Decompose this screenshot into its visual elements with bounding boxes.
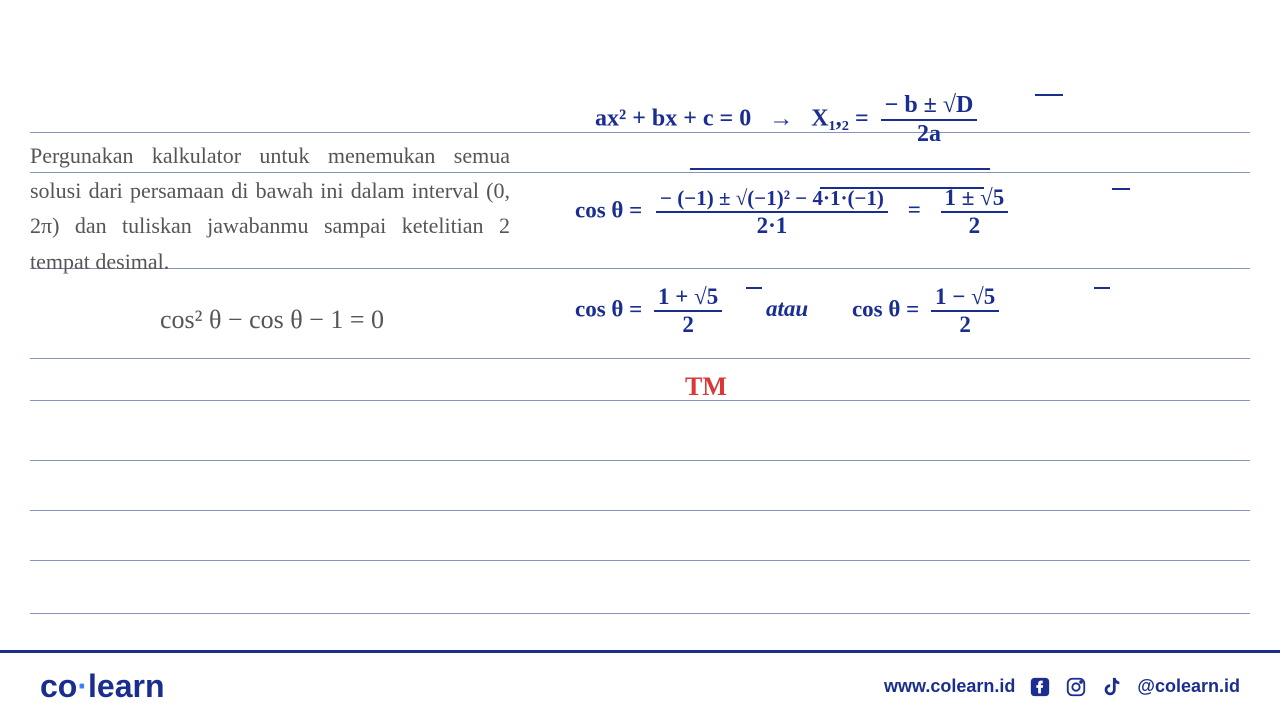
ruled-line xyxy=(30,400,1250,401)
brand-dot-icon: · xyxy=(77,668,88,704)
ruled-line xyxy=(30,560,1250,561)
hw-quadratic: ax² + bx + c = 0 → X₁,₂ = − b ± √D 2a xyxy=(595,92,977,148)
sqrt-overline-4 xyxy=(746,287,762,289)
hw-equals: = xyxy=(908,197,921,222)
hw-sub-num: − (−1) ± √(−1)² − 4·1·(−1) xyxy=(656,186,888,213)
hw-case2-num: 1 − √5 xyxy=(931,284,999,312)
hw-atau: atau xyxy=(766,296,808,321)
printed-equation: cos² θ − cos θ − 1 = 0 xyxy=(160,305,384,335)
hw-cos-lhs: cos θ = xyxy=(575,197,642,222)
social-handle[interactable]: @colearn.id xyxy=(1137,676,1240,697)
tm-annotation: TM xyxy=(685,372,727,402)
tm-text: TM xyxy=(685,372,727,401)
hw-case2-den: 2 xyxy=(931,312,999,338)
footer: co·learn www.colearn.id @colearn.id xyxy=(0,650,1280,720)
hw-formula-den: 2a xyxy=(881,121,978,148)
hw-case1-den: 2 xyxy=(654,312,722,338)
hw-substitution: cos θ = − (−1) ± √(−1)² − 4·1·(−1) 2·1 =… xyxy=(575,185,1008,239)
hw-quad-form: ax² + bx + c = 0 xyxy=(595,106,751,132)
ruled-line xyxy=(30,358,1250,359)
ruled-line xyxy=(30,613,1250,614)
hw-result-den: 2 xyxy=(941,213,1009,239)
hw-formula-label: X₁,₂ = xyxy=(811,106,868,132)
sqrt-overline-5 xyxy=(1094,287,1110,289)
footer-right: www.colearn.id @colearn.id xyxy=(884,676,1240,698)
problem-instruction: Pergunakan kalkulator untuk menemukan se… xyxy=(30,138,510,279)
instagram-icon[interactable] xyxy=(1065,676,1087,698)
arrow-icon: → xyxy=(769,106,793,132)
formula-overbar xyxy=(690,168,990,170)
instruction-text: Pergunakan kalkulator untuk menemukan se… xyxy=(30,143,510,274)
hw-result-num: 1 ± √5 xyxy=(941,185,1009,213)
facebook-icon[interactable] xyxy=(1029,676,1051,698)
hw-case2-lhs: cos θ = xyxy=(852,296,919,321)
hw-case1-num: 1 + √5 xyxy=(654,284,722,312)
brand-co: co xyxy=(40,668,77,704)
brand-learn: learn xyxy=(88,668,164,704)
equation-text: cos² θ − cos θ − 1 = 0 xyxy=(160,305,384,334)
tiktok-icon[interactable] xyxy=(1101,676,1123,698)
hw-cases: cos θ = 1 + √5 2 atau cos θ = 1 − √5 2 xyxy=(575,284,999,338)
content-area: Pergunakan kalkulator untuk menemukan se… xyxy=(30,60,1250,640)
hw-formula-num: − b ± √D xyxy=(881,92,978,121)
sqrt-overline-2 xyxy=(820,187,984,189)
ruled-line xyxy=(30,460,1250,461)
brand-logo: co·learn xyxy=(40,668,164,705)
hw-case1-lhs: cos θ = xyxy=(575,296,642,321)
website-link[interactable]: www.colearn.id xyxy=(884,676,1015,697)
sqrt-overline-3 xyxy=(1112,188,1130,190)
sqrt-overline-1 xyxy=(1035,94,1063,96)
hw-sub-den: 2·1 xyxy=(656,213,888,239)
ruled-line xyxy=(30,510,1250,511)
